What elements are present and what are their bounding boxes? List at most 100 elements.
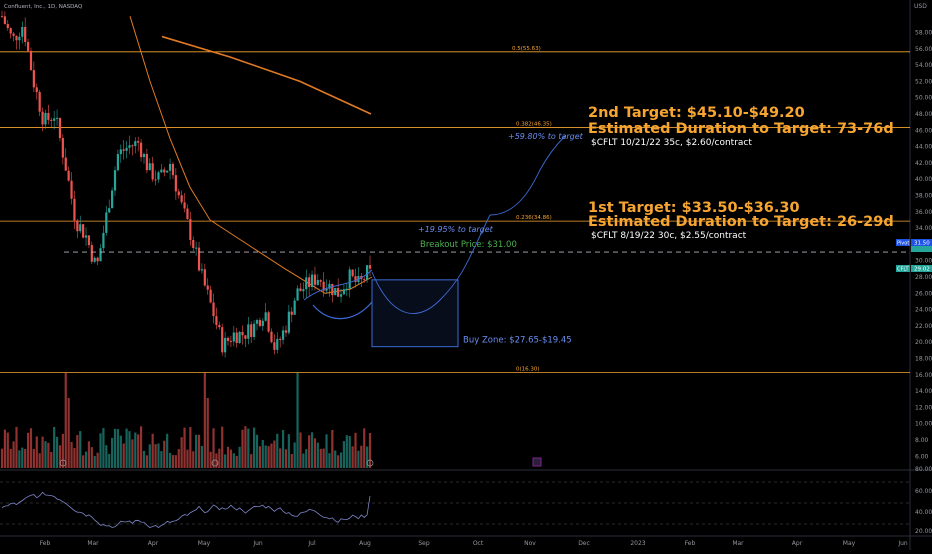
fib-level-label: 0.236(34.86) [516, 215, 552, 221]
price-tick-label: 42.00 [915, 160, 932, 167]
volume-bar [287, 434, 290, 468]
volume-bar [334, 450, 337, 468]
price-axis[interactable]: 58.00 56.00 54.00 52.00 50.00 48.00 46.00 44.00… [915, 30, 932, 461]
volume-bar [244, 426, 247, 468]
volume-bar [131, 439, 134, 468]
candle-body [215, 316, 218, 325]
volume-bar [232, 453, 235, 468]
time-axis-label: Aug [359, 540, 371, 547]
time-axis-label: Apr [148, 540, 159, 547]
volume-bar [102, 428, 105, 468]
projection-path-2 [489, 134, 567, 216]
volume-bar [200, 445, 204, 468]
volume-bar [119, 435, 122, 468]
candle-body [67, 170, 70, 181]
candle-body [35, 87, 38, 93]
candle-body [212, 302, 215, 317]
candle-body [218, 324, 221, 328]
candle-body [342, 289, 346, 295]
earnings-marker[interactable] [59, 459, 67, 467]
candle-body [76, 220, 79, 232]
volume-bar [177, 449, 180, 468]
candle-body [195, 247, 198, 249]
volume-bar [325, 434, 328, 468]
target-1-contract: $CFLT 8/19/22 30c, $2.55/contract [591, 231, 747, 241]
candle-body [145, 154, 148, 171]
candle-body [15, 35, 18, 41]
event-markers[interactable] [59, 457, 542, 467]
candle-body [273, 342, 276, 350]
price-tick-label: 48.00 [915, 111, 932, 118]
candle-body [137, 141, 140, 143]
price-tick-label: 14.00 [915, 388, 932, 395]
volume-bar [345, 435, 348, 468]
volume-bar [128, 431, 131, 468]
volume-bar [270, 443, 273, 468]
candle-body [53, 118, 56, 121]
price-badge-value-bg [911, 265, 932, 272]
volume-bar [313, 438, 317, 468]
price-tick-label: 30.00 [915, 258, 932, 265]
price-tick-label: 10.00 [915, 421, 932, 428]
volume-bar [21, 447, 24, 468]
candle-body [337, 288, 340, 297]
volume-bar [192, 451, 195, 468]
candle-body [174, 175, 177, 192]
volume-bar [186, 449, 189, 468]
pivot-badge-value-bg [911, 239, 932, 246]
breakout-label: Breakout Price: $31.00 [420, 240, 517, 250]
volume-bar [122, 443, 125, 468]
price-tick-label: 24.00 [915, 307, 932, 314]
chart-title: Confluent, Inc., 1D, NASDAQ [4, 4, 83, 10]
candle-body [363, 279, 366, 281]
candle-body [270, 331, 273, 343]
last-price-badge[interactable]: CFLT 29.02 [896, 265, 932, 273]
rsi-pane[interactable] [0, 481, 910, 528]
volume-bar [58, 445, 62, 468]
candle-body [200, 269, 204, 271]
target-2-title: 2nd Target: $45.10-$49.20 [588, 105, 805, 121]
earnings-marker[interactable] [366, 459, 374, 467]
volume-bar [148, 444, 151, 468]
volume-bar [6, 432, 9, 468]
price-tick-label: 36.00 [915, 209, 932, 216]
price-tick-label: 46.00 [915, 127, 932, 134]
volume-bar [55, 436, 59, 468]
price-tick-label: 18.00 [915, 356, 932, 363]
volume-bar [366, 446, 369, 468]
volume-bar [137, 434, 140, 468]
volume-bar [235, 455, 238, 468]
volume-bar [3, 429, 6, 468]
target-2-duration: Estimated Duration to Target: 73-76d [588, 121, 894, 137]
candle-body [58, 117, 62, 139]
volume-bar [139, 426, 143, 468]
time-axis[interactable]: Feb Mar Apr May Jun Jul Aug Sep Oct Nov Dec 2023 Feb… [40, 540, 908, 547]
candle-body [284, 330, 288, 333]
candle-body [192, 239, 195, 248]
time-axis-label: Feb [40, 540, 51, 547]
time-axis-label: Apr [792, 540, 803, 547]
candle-body [189, 219, 192, 240]
volume-bar [368, 433, 372, 468]
candle-body [229, 340, 233, 342]
candle-body [235, 332, 238, 344]
target-2-contract: $CFLT 10/21/22 35c, $2.60/contract [591, 138, 752, 148]
pivot-badge[interactable]: Pivot 31.50 [896, 239, 932, 252]
volume-bar [87, 441, 91, 468]
volume-bar [64, 373, 67, 468]
volume-bar [26, 432, 30, 468]
fib-retracement[interactable]: 0.5(55.63) 0.382(46.35) 0.236(34.86) 0(16.3… [0, 46, 910, 373]
volume-bar [218, 448, 221, 468]
volume-bar [221, 426, 224, 468]
event-flag-icon[interactable] [532, 457, 542, 467]
volume-bar [142, 450, 146, 468]
volume-bar [299, 432, 302, 468]
candle-body [87, 235, 91, 246]
earnings-marker[interactable] [211, 459, 219, 467]
volume-bar [67, 398, 70, 468]
candle-body [368, 265, 372, 269]
candle-body [310, 274, 314, 287]
volume-bar [35, 436, 38, 468]
